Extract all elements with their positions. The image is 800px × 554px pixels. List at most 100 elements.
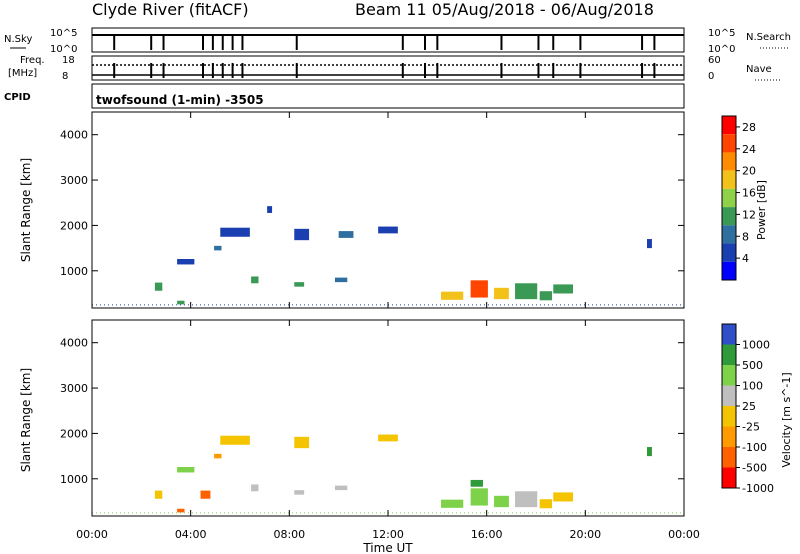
nsky-tick-low: 10^0: [50, 44, 77, 55]
scatter-region: [470, 479, 483, 487]
y-tick-label: 4000: [60, 337, 88, 350]
colorbar-segment: [722, 365, 736, 386]
power-panel: 1000 2000 3000 4000 Slant Range [km] 4 8 12 16…: [19, 111, 768, 309]
scatter-region: [177, 467, 195, 473]
colorbar-segment: [722, 207, 736, 226]
colorbar-tick-label: 500: [742, 359, 763, 372]
nsky-label: N.Sky: [4, 34, 32, 45]
nave-tick-low: 0: [708, 71, 714, 82]
y-tick-label: 2000: [60, 427, 88, 440]
scatter-region: [494, 287, 509, 300]
colorbar-tick-label: 100: [742, 380, 763, 393]
colorbar-tick-label: 4: [742, 252, 749, 265]
y-tick-label: 3000: [60, 382, 88, 395]
cpid-value: twofsound (1-min) -3505: [96, 93, 264, 107]
cpid-label: CPID: [4, 92, 31, 103]
scatter-region: [177, 508, 185, 513]
x-axis: 00:00 04:00 08:00 12:00 16:00 20:00 00:00: [76, 112, 700, 541]
site-title: Clyde River (fitACF): [92, 0, 249, 19]
nsearch-tick-high: 10^5: [708, 28, 735, 39]
scatter-region: [470, 488, 488, 506]
scatter-region: [334, 277, 348, 283]
scatter-region: [154, 282, 163, 291]
y-tick-label: 1000: [60, 473, 88, 486]
power-colorbar-label: Power [dB]: [755, 180, 768, 240]
freq-tick-low: 8: [62, 71, 68, 82]
colorbar-segment: [722, 152, 736, 171]
scatter-region: [220, 435, 250, 445]
nsearch-label: N.Search: [746, 32, 791, 43]
scatter-region: [441, 291, 464, 300]
colorbar-segment: [722, 467, 736, 488]
scatter-region: [334, 485, 348, 491]
colorbar-tick-label: 28: [742, 121, 756, 134]
scatter-region: [220, 227, 250, 237]
y-tick-label: 2000: [60, 219, 88, 232]
scatter-region: [251, 276, 259, 284]
x-tick-label: 16:00: [471, 528, 503, 541]
scatter-region: [214, 453, 222, 459]
velocity-ylabel: Slant Range [km]: [19, 368, 33, 472]
colorbar-tick-label: 16: [742, 187, 756, 200]
colorbar-segment: [722, 344, 736, 365]
colorbar-tick-label: 12: [742, 208, 756, 221]
x-axis-label: Time UT: [362, 541, 413, 554]
colorbar-tick-label: -100: [742, 441, 767, 454]
colorbar-segment: [722, 243, 736, 262]
scatter-region: [539, 499, 553, 509]
scatter-region: [378, 226, 398, 234]
x-tick-label: 12:00: [372, 528, 404, 541]
x-tick-label: 20:00: [569, 528, 601, 541]
scatter-region: [647, 239, 652, 249]
freq-label: Freq.: [20, 55, 45, 66]
colorbar-tick-label: 24: [742, 143, 756, 156]
cpid-panel: CPID twofsound (1-min) -3505: [4, 83, 685, 109]
scatter-region: [539, 291, 553, 301]
scatter-region: [470, 280, 488, 298]
x-tick-label: 04:00: [175, 528, 207, 541]
scatter-region: [294, 490, 305, 495]
scatter-region: [154, 490, 163, 499]
colorbar-segment: [722, 261, 736, 280]
colorbar-segment: [722, 324, 736, 345]
x-tick-label: 00:00: [76, 528, 108, 541]
velocity-panel: 1000 2000 3000 4000 Slant Range [km] 1000 50…: [19, 319, 793, 517]
colorbar-segment: [722, 134, 736, 153]
colorbar-tick-label: -500: [742, 462, 767, 475]
colorbar-tick-label: 20: [742, 165, 756, 178]
nave-label: Nave: [746, 64, 772, 75]
freq-panel: Freq. [MHz] 18 8 60 0 Nave: [8, 55, 780, 82]
colorbar-segment: [722, 447, 736, 468]
colorbar-tick-label: 25: [742, 400, 756, 413]
scatter-region: [267, 206, 273, 213]
colorbar-segment: [722, 188, 736, 208]
scatter-region: [251, 484, 259, 492]
colorbar-segment: [722, 385, 736, 406]
scatter-region: [553, 284, 573, 294]
scatter-region: [441, 499, 464, 508]
nsky-panel: N.Sky 10^5 10^0 10^5 10^0 N.Search: [4, 27, 791, 55]
scatter-region: [338, 231, 354, 238]
scatter-region: [294, 282, 305, 287]
colorbar-tick-label: 8: [742, 230, 749, 243]
scatter-region: [214, 245, 222, 251]
nsky-tick-high: 10^5: [50, 28, 77, 39]
nsearch-tick-low: 10^0: [708, 44, 735, 55]
colorbar-segment: [722, 225, 736, 244]
y-tick-label: 4000: [60, 129, 88, 142]
power-ylabel: Slant Range [km]: [19, 158, 33, 262]
colorbar-segment: [722, 170, 736, 189]
scatter-region: [494, 495, 509, 508]
beam-date-title: Beam 11 05/Aug/2018 - 06/Aug/2018: [355, 0, 654, 19]
scatter-region: [378, 434, 398, 442]
x-tick-label: 08:00: [273, 528, 305, 541]
y-tick-label: 1000: [60, 265, 88, 278]
scatter-region: [294, 228, 310, 241]
scatter-region: [294, 436, 310, 449]
colorbar-segment: [722, 426, 736, 447]
scatter-region: [200, 490, 211, 499]
y-tick-label: 3000: [60, 174, 88, 187]
freq-unit: [MHz]: [8, 68, 37, 79]
scatter-region: [177, 300, 185, 305]
